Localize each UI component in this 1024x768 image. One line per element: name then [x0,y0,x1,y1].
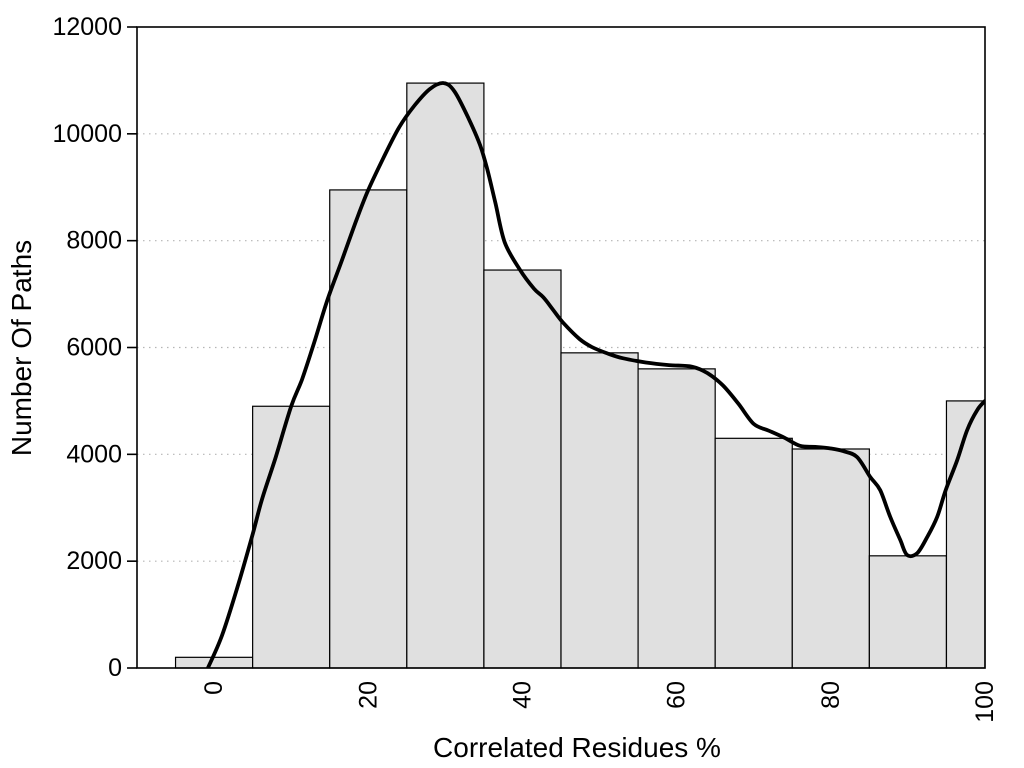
x-tick-label: 40 [508,681,536,709]
y-tick-label: 8000 [66,227,122,255]
x-tick-label: 100 [971,681,999,723]
histogram-bar [868,555,948,669]
y-tick-label: 6000 [66,334,122,362]
histogram-bar [714,437,793,669]
histogram-bar [483,269,562,669]
y-tick-label: 12000 [52,13,122,41]
x-tick-label: 20 [354,681,382,709]
histogram-bar [637,368,716,669]
y-axis-title: Number Of Paths [6,240,37,456]
histogram-bar [791,448,870,669]
x-axis-title: Correlated Residues % [433,732,721,763]
y-tick-label: 2000 [66,547,122,575]
density-curve [206,81,985,668]
y-tick-label: 0 [108,654,122,682]
histogram-bar [406,82,485,669]
x-tick-label: 80 [817,681,845,709]
x-tick-label: 0 [200,681,228,695]
x-tick-label: 60 [663,681,691,709]
y-tick-label: 10000 [52,120,122,148]
y-tick-label: 4000 [66,440,122,468]
histogram-bar [560,352,639,669]
histogram-bar [945,400,986,669]
histogram-bar [252,405,331,669]
